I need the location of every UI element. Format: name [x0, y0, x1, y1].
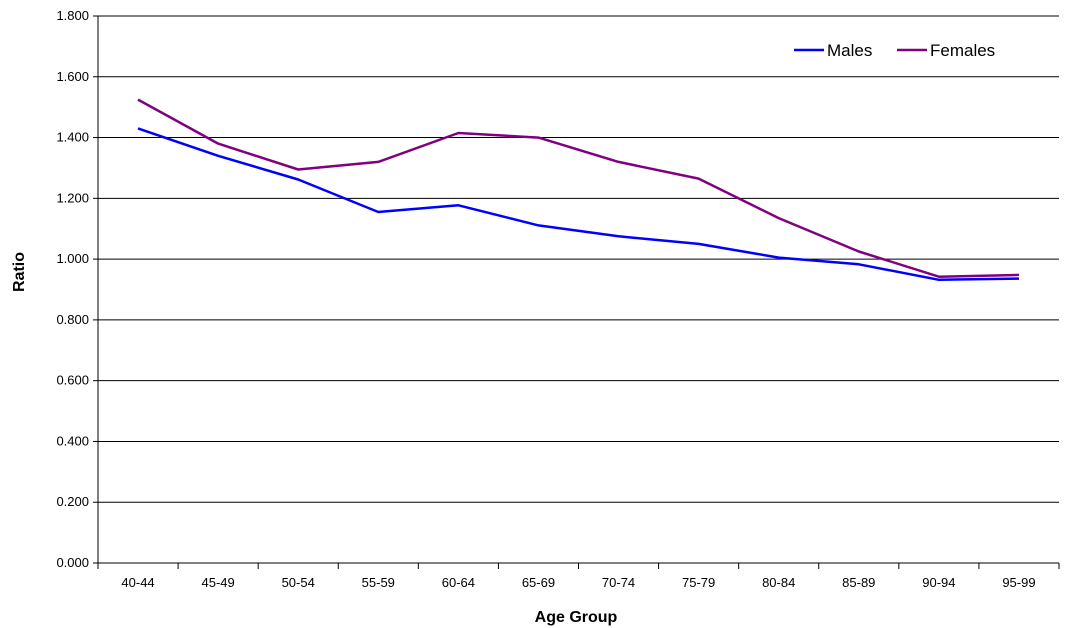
y-tick-label: 1.200 [56, 190, 89, 205]
y-tick-label: 0.400 [56, 433, 89, 448]
x-tick-label: 90-94 [922, 575, 955, 590]
x-tick-label: 70-74 [602, 575, 635, 590]
series-lines [137, 98, 1020, 282]
y-axis-title: Ratio [11, 252, 28, 292]
y-tick-label: 0.000 [56, 555, 89, 570]
x-tick-label: 55-59 [362, 575, 395, 590]
y-axis-ticks: 0.000 0.200 0.400 0.600 0.800 1.000 1.200 1.400… [56, 8, 98, 570]
x-tick-label: 40-44 [121, 575, 154, 590]
legend: Males Females [794, 41, 995, 60]
x-axis-title: Age Group [535, 609, 618, 626]
x-tick-label: 60-64 [442, 575, 475, 590]
x-tick-label: 75-79 [682, 575, 715, 590]
y-tick-label: 0.800 [56, 312, 89, 327]
legend-label-females: Females [930, 41, 995, 60]
x-tick-label: 65-69 [522, 575, 555, 590]
series-line-males [137, 127, 1020, 282]
y-tick-label: 0.600 [56, 373, 89, 388]
legend-label-males: Males [827, 41, 872, 60]
plot-frame [97, 16, 1059, 564]
x-tick-label: 95-99 [1002, 575, 1035, 590]
y-tick-label: 1.000 [56, 251, 89, 266]
x-tick-label: 80-84 [762, 575, 795, 590]
y-tick-label: 1.400 [56, 130, 89, 145]
x-tick-label: 45-49 [202, 575, 235, 590]
gridlines [98, 15, 1059, 503]
y-tick-label: 1.600 [56, 69, 89, 84]
series-line-females [137, 98, 1020, 278]
x-tick-label: 85-89 [842, 575, 875, 590]
x-axis-ticks: 40-44 45-49 50-54 55-59 60-64 65-69 70-74 75-79… [97, 563, 1060, 590]
y-tick-label: 1.800 [56, 8, 89, 23]
y-tick-label: 0.200 [56, 494, 89, 509]
x-tick-label: 50-54 [282, 575, 315, 590]
